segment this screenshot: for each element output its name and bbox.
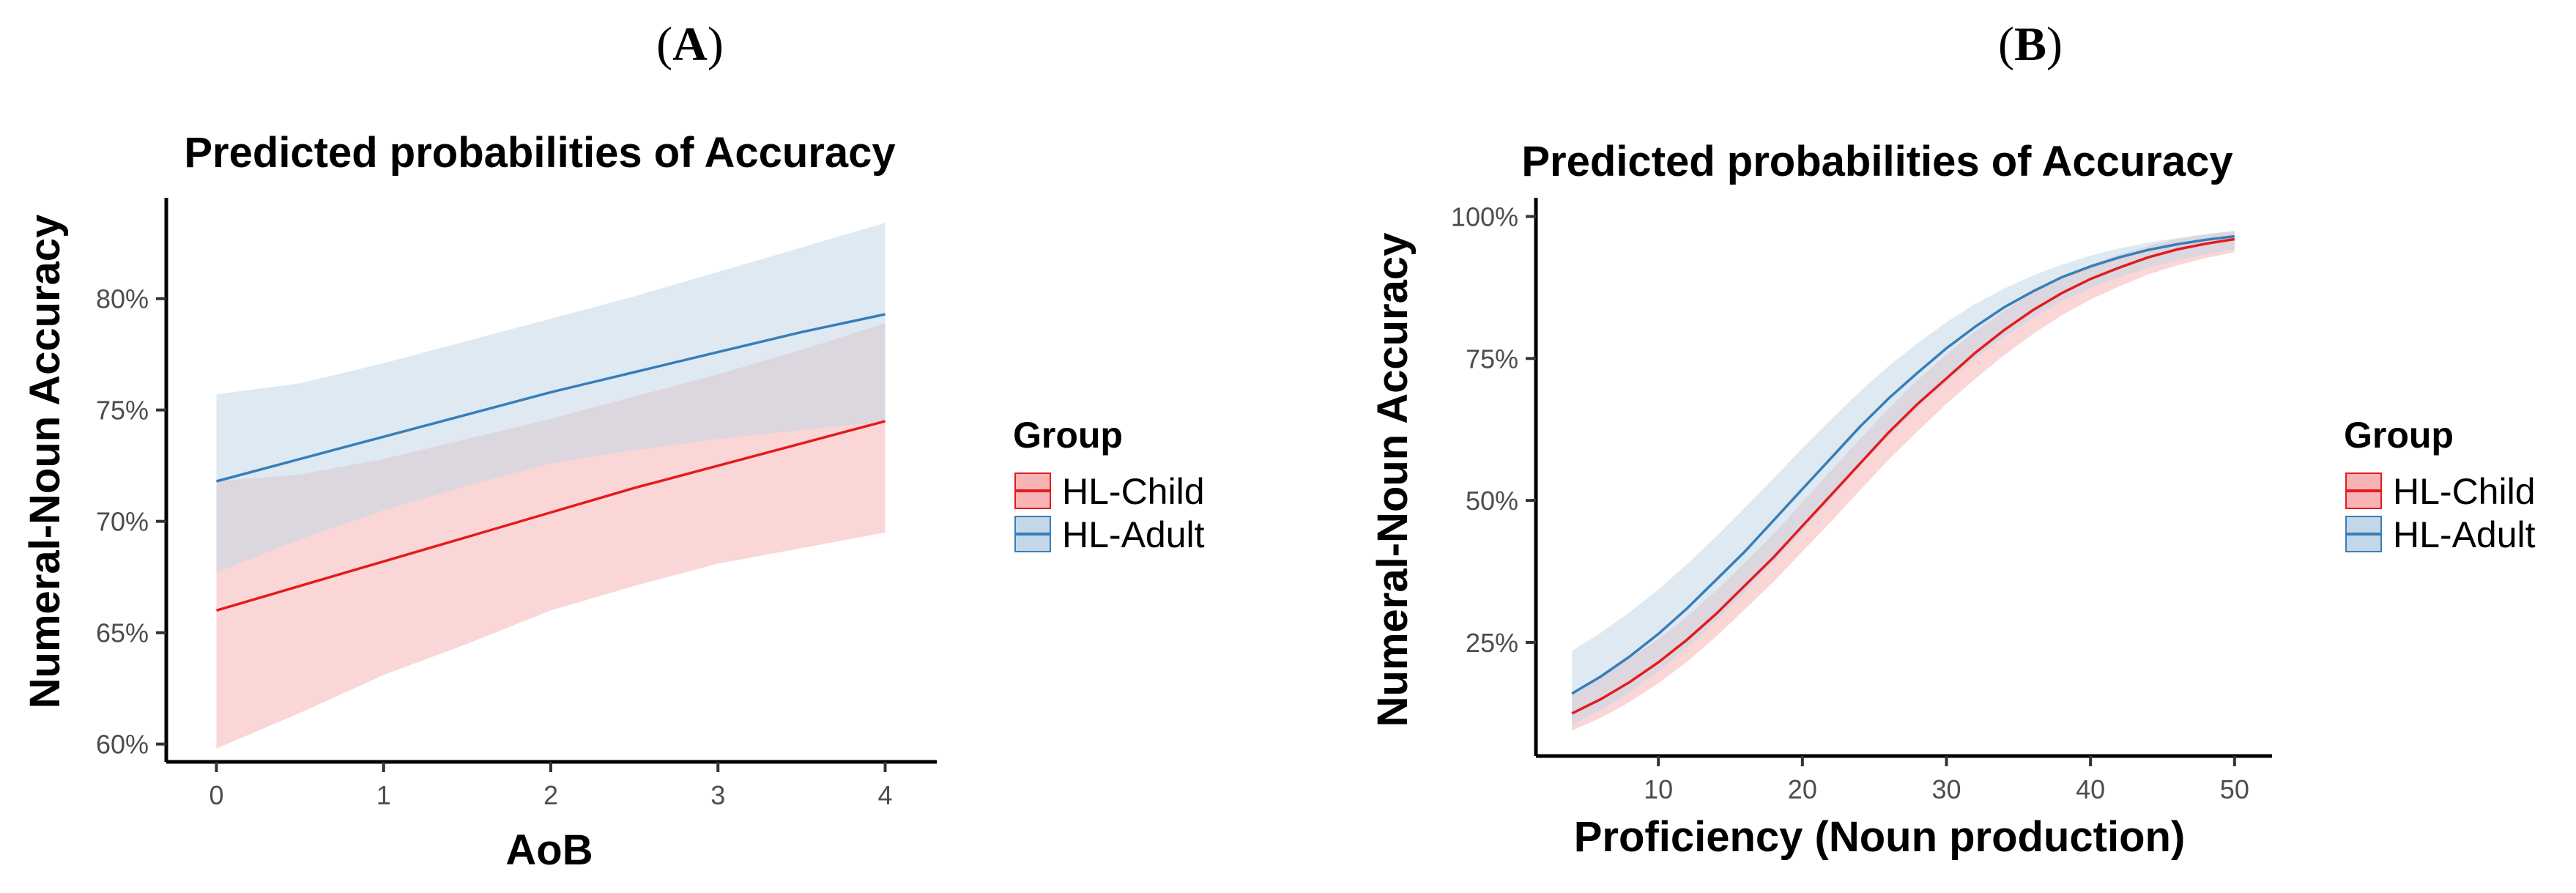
chart-a-legend-label-adult: HL-Adult <box>1062 514 1205 555</box>
chart-b-line-hl-child <box>1571 237 2235 715</box>
chart-a-line-hl-child <box>216 420 886 612</box>
chart-a-y-tick-label: 60% <box>96 730 149 760</box>
chart-b: Predicted probabilities of Accuracy Nume… <box>1369 138 2536 861</box>
chart-b-line-hl-adult <box>1571 234 2235 695</box>
panel-label-a: (A) <box>656 18 724 71</box>
chart-a-x-axis-title: AoB <box>505 826 593 874</box>
chart-a-y-tick-label: 75% <box>96 396 149 426</box>
chart-a-x-tick-label: 3 <box>710 780 725 810</box>
chart-b-y-tick-label: 50% <box>1466 486 1518 516</box>
chart-b-x-tick-label: 40 <box>2076 774 2105 804</box>
chart-a-x-tick-label: 1 <box>376 780 391 810</box>
chart-b-y-tick-label: 100% <box>1451 202 1518 232</box>
chart-a-legend-title: Group <box>1013 415 1123 456</box>
chart-a-line-hl-adult <box>216 313 886 483</box>
chart-a-title: Predicted probabilities of Accuracy <box>184 129 895 177</box>
chart-a-legend: Group HL-Child HL-Adult <box>1013 415 1205 555</box>
chart-a-y-tick-label: 80% <box>96 284 149 314</box>
chart-a-x-tick-label: 0 <box>209 780 223 810</box>
chart-a-y-tick-label: 65% <box>96 618 149 648</box>
chart-a-ribbon-hl-adult <box>216 223 886 573</box>
chart-a-y-tick-label: 70% <box>96 507 149 537</box>
chart-a-x-tick-label: 2 <box>543 780 558 810</box>
chart-b-title: Predicted probabilities of Accuracy <box>1521 138 2232 185</box>
chart-a-legend-label-child: HL-Child <box>1062 471 1205 512</box>
chart-b-plot-area: 10 20 30 40 50 25% 50% 75% 100% <box>1451 198 2272 804</box>
chart-b-x-tick-label: 10 <box>1644 774 1673 804</box>
chart-b-x-tick-label: 20 <box>1788 774 1817 804</box>
chart-b-legend-label-adult: HL-Adult <box>2393 514 2536 555</box>
chart-b-x-tick-label: 30 <box>1931 774 1961 804</box>
chart-b-legend-title: Group <box>2344 415 2454 456</box>
chart-b-legend-label-child: HL-Child <box>2393 471 2536 512</box>
chart-a-plot-area: 0 1 2 3 4 60% 65% 70% 75% 80% <box>96 198 937 810</box>
panel-label-b-letter: B <box>2014 18 2046 71</box>
panel-label-b: (B) <box>1998 18 2063 71</box>
chart-a: Predicted probabilities of Accuracy Nume… <box>21 129 1205 874</box>
chart-b-y-tick-label: 75% <box>1466 344 1518 374</box>
chart-b-y-tick-label: 25% <box>1466 628 1518 658</box>
chart-a-x-tick-label: 4 <box>878 780 893 810</box>
panel-label-a-letter: A <box>672 18 708 71</box>
chart-a-y-axis-title: Numeral-Noun Accuracy <box>21 215 69 709</box>
chart-b-ribbon-hl-child <box>1572 231 2235 731</box>
chart-b-legend: Group HL-Child HL-Adult <box>2344 415 2536 555</box>
chart-b-y-axis-title: Numeral-Noun Accuracy <box>1369 233 1417 727</box>
chart-b-x-axis-title: Proficiency (Noun production) <box>1574 813 2186 861</box>
chart-b-x-tick-label: 50 <box>2220 774 2249 804</box>
